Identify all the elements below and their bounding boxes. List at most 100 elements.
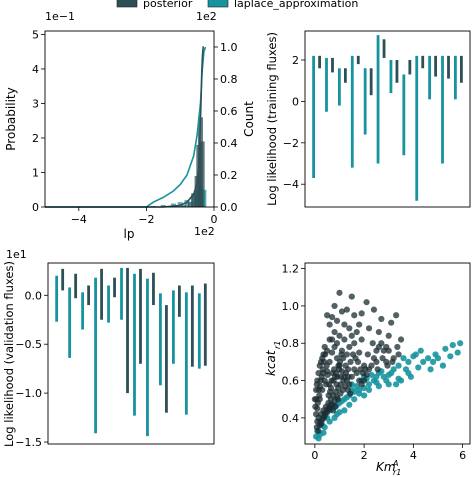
scatter-y-label-sub: r1	[273, 341, 282, 349]
lp-right-y-label: Count	[242, 101, 256, 137]
lp-right-y-tick-label: 0.8	[220, 73, 238, 86]
scatter-point-laplace	[434, 355, 442, 362]
lp-distribution-frame	[44, 30, 215, 208]
hist-bar-posterior	[187, 201, 193, 207]
scatter-point-laplace	[427, 366, 434, 373]
scatter-point-posterior	[389, 358, 396, 365]
legend-swatch-posterior	[116, 0, 138, 8]
scatter-point-posterior	[365, 325, 373, 332]
lp-left-y-label: Probability	[4, 87, 18, 150]
scatter-point-posterior	[343, 306, 350, 313]
scatter-point-laplace	[353, 383, 360, 390]
scatter-point-laplace	[336, 409, 343, 416]
training-bar-posterior	[459, 55, 463, 83]
scatter-point-laplace	[356, 390, 363, 397]
lp-right-y-tick-label: 0.6	[220, 105, 238, 118]
scatter-point-posterior	[323, 381, 330, 388]
scatter-point-laplace	[412, 351, 419, 358]
scatter-point-posterior	[332, 369, 340, 377]
validation-y-offset: 1e1	[6, 248, 27, 261]
validation-bar-posterior	[152, 272, 155, 306]
training-bar-posterior	[395, 59, 399, 83]
scatter-point-posterior	[379, 355, 386, 362]
legend-label-posterior: posterior	[143, 0, 193, 10]
scatter-point-posterior	[356, 321, 363, 328]
validation-bar-laplace	[120, 267, 123, 320]
scatter-point-posterior	[374, 366, 381, 373]
validation-bar-posterior	[139, 268, 142, 364]
scatter-point-posterior	[327, 401, 334, 408]
validation-bar-laplace	[133, 273, 136, 416]
legend: posterior laplace_approximation	[116, 0, 358, 10]
scatter-point-posterior	[313, 381, 320, 388]
validation-bar-laplace	[94, 277, 97, 434]
scatter-point-posterior	[378, 315, 385, 323]
scatter-point-posterior	[345, 373, 352, 380]
scatter-point-posterior	[333, 317, 341, 324]
hist-bar-laplace	[160, 204, 166, 207]
scatter-point-posterior	[333, 340, 341, 347]
scatter-point-laplace	[365, 381, 373, 388]
lp-left-y-offset: 1e−1	[45, 10, 75, 23]
training-bar-laplace	[363, 68, 367, 135]
scatter-x-label-main: Km	[376, 460, 396, 474]
validation-y-tick-label: −1.5	[15, 436, 42, 449]
training-bar-posterior	[421, 55, 425, 69]
scatter-point-posterior	[347, 358, 354, 365]
training-y-ticks: 2 0 −2 −4	[283, 54, 305, 191]
lp-right-y-offset: 1e2	[196, 10, 217, 23]
scatter-point-posterior	[317, 358, 325, 365]
scatter-point-posterior	[315, 369, 322, 377]
scatter-point-laplace	[405, 358, 412, 365]
validation-bar-laplace	[81, 292, 85, 330]
lp-right-y-tick-label: 0.0	[220, 201, 238, 214]
lp-x-tick-label: 0	[211, 213, 218, 226]
scatter-point-posterior	[332, 403, 339, 410]
validation-bar-laplace	[159, 293, 162, 386]
scatter-point-posterior	[385, 347, 392, 354]
training-y-tick-label: −2	[283, 137, 299, 150]
scatter-point-laplace	[420, 358, 427, 365]
scatter-point-laplace	[341, 407, 348, 414]
scatter-point-posterior	[393, 312, 400, 319]
lp-left-y-tick-label: 5	[32, 28, 39, 41]
scatter-y-tick-label: 1.0	[282, 300, 300, 313]
scatter-point-posterior	[334, 396, 342, 403]
training-bar-posterior	[331, 57, 334, 73]
lp-x-tick-label: −4	[71, 213, 87, 226]
scatter-point-posterior	[370, 306, 378, 313]
lp-x-ticks: −4 −2 0	[71, 207, 218, 226]
lp-right-y-ticks: 0.0 0.2 0.4 0.6 0.8 1.0	[214, 41, 238, 214]
training-bar-laplace	[325, 57, 328, 112]
scatter-point-posterior	[375, 328, 382, 336]
scatter-point-posterior	[351, 312, 358, 319]
training-bar-posterior	[356, 55, 360, 65]
lp-left-y-tick-label: 2	[32, 132, 39, 145]
training-bar-laplace	[350, 55, 354, 168]
scatter-point-posterior	[323, 362, 330, 369]
training-bar-laplace	[312, 55, 316, 179]
hist-bar-posterior	[191, 193, 197, 207]
validation-bar-laplace	[171, 290, 175, 364]
training-bar-laplace	[376, 35, 380, 164]
scatter-point-laplace	[368, 371, 375, 379]
validation-y-tick-label: 0.0	[25, 289, 43, 302]
scatter-point-posterior	[363, 299, 370, 306]
scatter-point-laplace	[388, 369, 395, 377]
scatter-point-posterior	[328, 384, 335, 392]
scatter-point-posterior	[338, 347, 346, 354]
scatter-point-laplace	[385, 381, 392, 388]
hist-bar-posterior	[199, 141, 205, 207]
scatter-point-posterior	[369, 340, 376, 347]
scatter-point-posterior	[341, 336, 348, 343]
scatter-point-posterior	[394, 343, 401, 351]
scatter-point-posterior	[331, 302, 338, 310]
scatter-point-laplace	[326, 418, 333, 425]
kcat-km-scatter-chart: 0 2 4 6 0.4 0.6 0.8 1.0 1.2 Km A r1 kcat r1	[264, 262, 471, 477]
scatter-point-laplace	[320, 429, 327, 436]
scatter-point-posterior	[384, 362, 391, 369]
scatter-point-posterior	[325, 392, 332, 399]
lp-x-label: lp	[124, 227, 135, 241]
